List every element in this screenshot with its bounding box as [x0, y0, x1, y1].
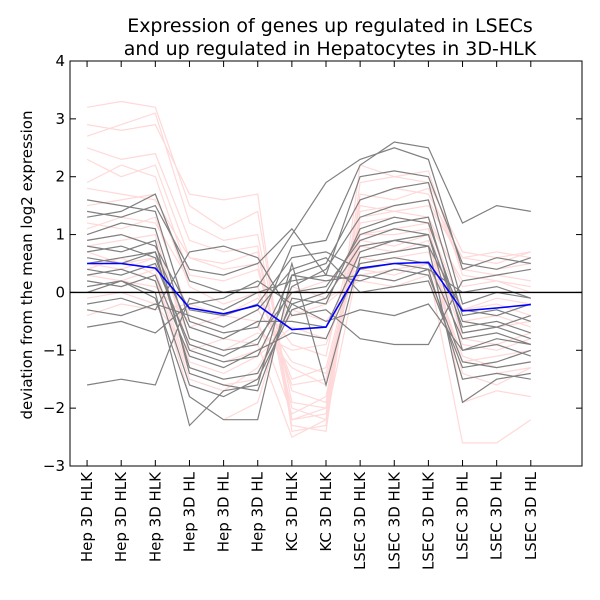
series-line-lsec-genes-12: [86, 228, 531, 357]
series-line-lsec-genes-6: [86, 233, 531, 398]
series-group-lsec-genes: [86, 141, 531, 427]
y-tick-label: 3: [55, 110, 65, 128]
series-line-mean-1: [87, 261, 531, 331]
y-tick-label: −3: [43, 457, 65, 475]
y-tick-label: −2: [43, 399, 65, 417]
x-tick-label: Hep 3D HL: [215, 471, 233, 552]
x-tick-label: Hep 3D HLK: [78, 471, 96, 562]
series-line-lsec-genes-15: [86, 216, 531, 392]
chart-title-line-1: Expression of genes up regulated in LSEC…: [127, 15, 533, 37]
y-axis-label: deviation from the mean log2 expression: [18, 111, 36, 420]
x-tick-label: LSEC 3D HL: [522, 471, 540, 560]
y-tick-label: 2: [55, 168, 65, 186]
series-line-lsec-genes-14: [86, 257, 531, 369]
x-tick-label: KC 3D HLK: [283, 471, 301, 552]
x-tick-label: LSEC 3D HL: [488, 471, 506, 560]
series-line-hepatocyte-genes-20: [86, 262, 531, 386]
x-tick-label: LSEC 3D HL: [454, 471, 472, 560]
x-tick-label: Hep 3D HL: [180, 471, 198, 552]
y-tick-label: −1: [43, 341, 65, 359]
x-tick-label: LSEC 3D HLK: [385, 471, 403, 570]
series-line-hepatocyte-genes-12: [86, 257, 532, 444]
x-tick-label: LSEC 3D HLK: [351, 471, 369, 570]
series-line-hepatocyte-genes-5: [86, 164, 531, 404]
series-line-lsec-genes-1: [87, 141, 531, 334]
series-lines: [70, 100, 582, 444]
x-ticks: Hep 3D HLK Hep 3D HLK Hep 3D HLK Hep 3D HL H…: [78, 61, 540, 570]
series-line-hepatocyte-genes-1: [86, 100, 531, 421]
x-tick-label: LSEC 3D HLK: [419, 471, 437, 570]
series-group-mean: [87, 261, 531, 331]
y-ticks: −3 −2 −1 0 1 2 3 4: [43, 52, 582, 475]
series-line-lsec-genes-5: [86, 216, 531, 380]
series-line-lsec-genes-13: [87, 257, 531, 369]
x-tick-label: Hep 3D HLK: [146, 471, 164, 562]
series-line-lsec-genes-9: [86, 245, 531, 346]
series-line-lsec-genes-3: [86, 181, 531, 351]
series-line-lsec-genes-16: [86, 170, 531, 277]
x-tick-label: Hep 3D HL: [249, 471, 267, 552]
series-line-lsec-genes-18: [87, 280, 531, 352]
chart-title-line-2: and up regulated in Hepatocytes in 3D-HL…: [124, 38, 537, 60]
x-tick-label: KC 3D HLK: [317, 471, 335, 552]
series-line-hepatocyte-genes-19: [86, 147, 531, 421]
y-tick-label: 0: [55, 283, 65, 301]
x-tick-label: Hep 3D HLK: [112, 471, 130, 562]
y-tick-label: 1: [55, 226, 65, 244]
y-tick-label: 4: [55, 52, 65, 70]
series-line-lsec-genes-17: [86, 268, 531, 421]
series-line-hepatocyte-genes-3: [86, 112, 531, 409]
series-line-lsec-genes-2: [86, 147, 531, 294]
series-line-hepatocyte-genes-14: [86, 216, 532, 386]
series-line-lsec-genes-10: [86, 233, 531, 317]
series-group-hepatocyte-genes: [86, 100, 532, 444]
